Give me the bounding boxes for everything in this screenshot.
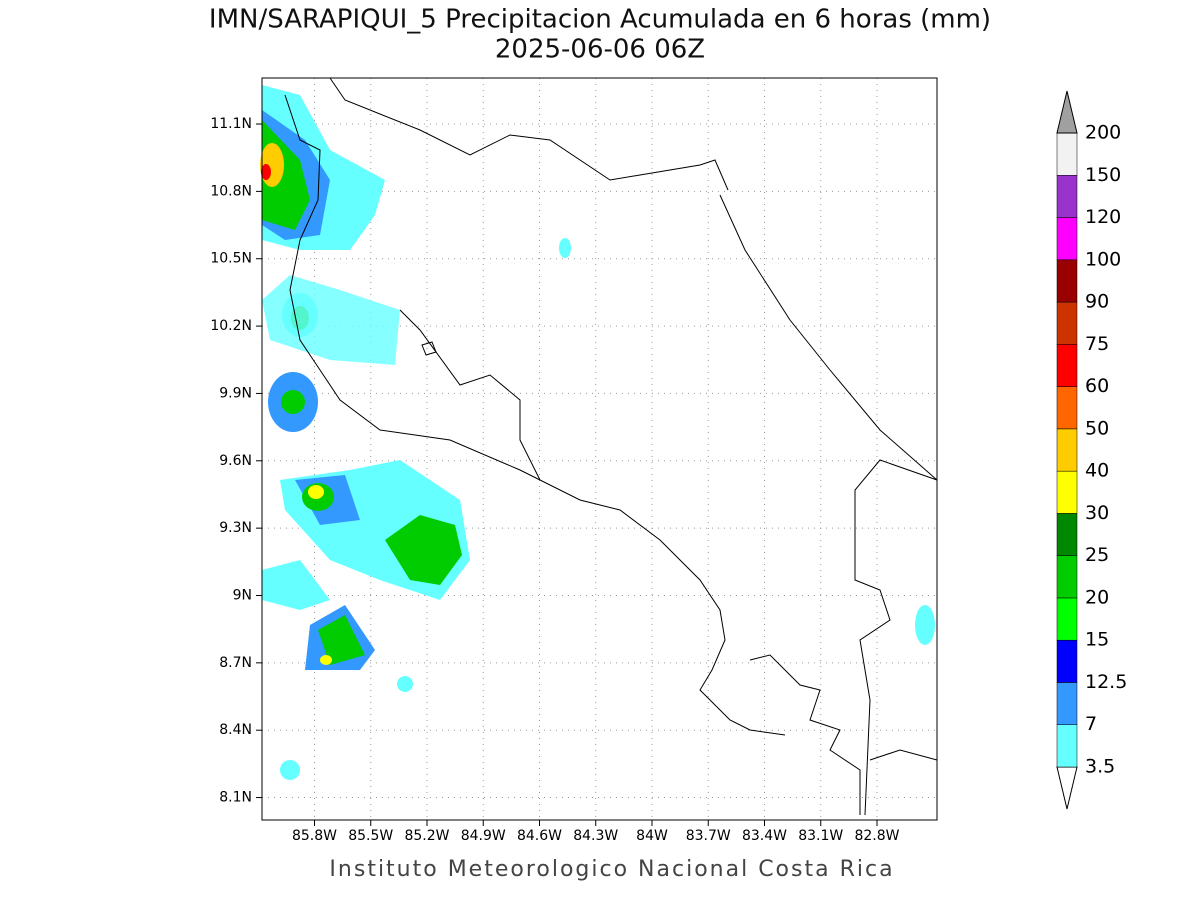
colorbar-label: 12.5 bbox=[1085, 671, 1127, 693]
colorbar-label: 60 bbox=[1085, 375, 1109, 397]
lat-tick-label: 9.3N bbox=[219, 520, 252, 536]
lon-tick-label: 84.9W bbox=[461, 828, 506, 844]
map-area bbox=[260, 77, 938, 821]
colorbar-over bbox=[1056, 90, 1078, 134]
lat-tick-label: 9N bbox=[233, 587, 252, 603]
colorbar-under bbox=[1056, 766, 1078, 810]
colorbar-label: 100 bbox=[1085, 248, 1121, 270]
lon-tick-label: 83.7W bbox=[686, 828, 731, 844]
colorbar-segment bbox=[1056, 470, 1078, 514]
lon-tick-label: 85.2W bbox=[404, 828, 449, 844]
colorbar-segment bbox=[1056, 682, 1078, 725]
lon-tick-label: 83.1W bbox=[798, 828, 843, 844]
colorbar-segment bbox=[1056, 386, 1078, 430]
axis-labels: 11.1N 10.8N 10.5N 10.2N 9.9N 9.6N 9.3N 9N 8.7N 8.… bbox=[210, 116, 899, 844]
map-title: IMN/SARAPIQUI_5 Precipitacion Acumulada … bbox=[209, 5, 991, 35]
colorbar-segment bbox=[1056, 639, 1078, 683]
coastlines bbox=[284, 77, 938, 816]
precipitation-field bbox=[260, 85, 935, 780]
lat-tick-label: 8.7N bbox=[219, 655, 252, 671]
colorbar-label: 200 bbox=[1085, 122, 1121, 144]
lat-tick-label: 8.1N bbox=[219, 790, 252, 806]
lat-tick-label: 10.2N bbox=[210, 318, 252, 334]
lat-tick-label: 10.5N bbox=[210, 251, 252, 267]
colorbar-segment bbox=[1056, 513, 1078, 556]
colorbar-label: 75 bbox=[1085, 333, 1109, 355]
lat-tick-label: 9.9N bbox=[219, 385, 252, 401]
colorbar-label: 15 bbox=[1085, 629, 1109, 651]
map-frame bbox=[261, 77, 938, 821]
grid bbox=[262, 78, 937, 820]
lat-tick-label: 10.8N bbox=[210, 183, 252, 199]
colorbar-segment bbox=[1056, 217, 1078, 261]
colorbar-segment bbox=[1056, 597, 1078, 641]
lat-tick-label: 9.6N bbox=[219, 453, 252, 469]
colorbar-label: 30 bbox=[1085, 502, 1109, 524]
lat-tick-label: 8.4N bbox=[219, 722, 252, 738]
colorbar-label: 150 bbox=[1085, 164, 1121, 186]
colorbar-segment bbox=[1056, 428, 1078, 472]
colorbar-label: 50 bbox=[1085, 417, 1109, 439]
map-footer: Instituto Meteorologico Nacional Costa R… bbox=[329, 857, 894, 882]
lon-tick-label: 82.8W bbox=[854, 828, 899, 844]
lat-tick-label: 11.1N bbox=[210, 116, 252, 132]
map-subtitle: 2025-06-06 06Z bbox=[495, 35, 705, 65]
colorbar-segment bbox=[1056, 301, 1078, 345]
colorbar-label: 25 bbox=[1085, 544, 1109, 566]
colorbar-label: 90 bbox=[1085, 291, 1109, 313]
colorbar-label: 20 bbox=[1085, 586, 1109, 608]
lon-tick-label: 84W bbox=[636, 828, 668, 844]
colorbar-label: 3.5 bbox=[1085, 756, 1115, 778]
colorbar-label: 7 bbox=[1085, 713, 1097, 735]
colorbar-label: 40 bbox=[1085, 460, 1109, 482]
lon-tick-label: 84.6W bbox=[517, 828, 562, 844]
colorbar-segment bbox=[1056, 259, 1078, 303]
colorbar-segment bbox=[1056, 175, 1078, 218]
lon-tick-label: 84.3W bbox=[573, 828, 618, 844]
lon-tick-label: 85.5W bbox=[348, 828, 393, 844]
lon-tick-label: 83.4W bbox=[742, 828, 787, 844]
colorbar-segment bbox=[1056, 555, 1078, 599]
colorbar-segment bbox=[1056, 724, 1078, 768]
colorbar-segment bbox=[1056, 132, 1078, 176]
colorbar-label: 120 bbox=[1085, 206, 1121, 228]
colorbar: 3.5 7 12.5 15 20 25 30 40 50 60 75 90 100 120 150 200 bbox=[1056, 90, 1127, 810]
colorbar-segment bbox=[1056, 344, 1078, 387]
lon-tick-label: 85.8W bbox=[292, 828, 337, 844]
